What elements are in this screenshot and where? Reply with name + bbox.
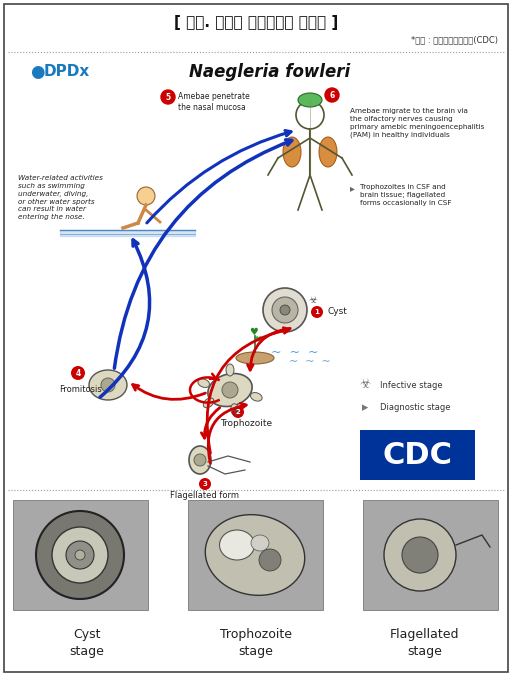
Text: Fromitosis: Fromitosis [59, 385, 101, 393]
Circle shape [263, 288, 307, 332]
Text: Trophozoites in CSF and
brain tissue; flagellated
forms occasionally in CSF: Trophozoites in CSF and brain tissue; fl… [360, 184, 452, 206]
Ellipse shape [220, 530, 254, 560]
Ellipse shape [298, 93, 322, 107]
Text: Infective stage: Infective stage [380, 381, 443, 389]
Ellipse shape [236, 352, 274, 364]
Circle shape [280, 305, 290, 315]
Ellipse shape [203, 398, 214, 408]
Text: Trophozoite: Trophozoite [220, 420, 272, 429]
Ellipse shape [319, 137, 337, 167]
Circle shape [137, 187, 155, 205]
Bar [363, 500, 498, 610]
Ellipse shape [198, 379, 209, 387]
Ellipse shape [251, 535, 269, 551]
Text: 2: 2 [236, 409, 240, 415]
Text: ▸: ▸ [362, 402, 368, 414]
Text: ~  ~  ~: ~ ~ ~ [289, 357, 331, 367]
Text: 3: 3 [203, 481, 207, 487]
Circle shape [75, 550, 85, 560]
Text: Amebae penetrate
the nasal mucosa: Amebae penetrate the nasal mucosa [178, 92, 250, 112]
Text: 4: 4 [75, 368, 80, 377]
Text: ☣: ☣ [230, 407, 240, 417]
Ellipse shape [226, 364, 234, 376]
Bar [13, 500, 148, 610]
Circle shape [402, 537, 438, 573]
Text: Cyst
stage: Cyst stage [70, 628, 104, 658]
Circle shape [66, 541, 94, 569]
Ellipse shape [208, 373, 252, 406]
Circle shape [161, 90, 175, 104]
Ellipse shape [283, 137, 301, 167]
Text: ☣: ☣ [309, 295, 317, 305]
Circle shape [384, 519, 456, 591]
Text: 6: 6 [329, 91, 335, 99]
Text: Amebae migrate to the brain via
the olfactory nerves causing
primary amebic meni: Amebae migrate to the brain via the olfa… [350, 108, 484, 138]
Ellipse shape [250, 393, 262, 401]
Text: 1: 1 [314, 309, 319, 315]
Circle shape [232, 406, 244, 418]
Text: Trophozoite
stage: Trophozoite stage [220, 628, 292, 658]
Text: CDC: CDC [382, 441, 452, 470]
Ellipse shape [231, 404, 239, 416]
Circle shape [194, 454, 206, 466]
Text: 5: 5 [165, 93, 170, 101]
Text: ~  ~  ~: ~ ~ ~ [271, 345, 319, 358]
Circle shape [36, 511, 124, 599]
Text: *출처 : 미국질병예방센터(CDC): *출처 : 미국질병예방센터(CDC) [411, 36, 498, 45]
Text: Cyst: Cyst [327, 308, 347, 316]
Text: ●: ● [30, 63, 45, 81]
Text: Flagellated form: Flagellated form [170, 491, 240, 500]
Text: [ 그림. 파울러 자유아메바 생활사 ]: [ 그림. 파울러 자유아메바 생활사 ] [174, 14, 338, 30]
Bar [360, 430, 475, 480]
Ellipse shape [189, 446, 211, 474]
Bar [188, 500, 323, 610]
Circle shape [71, 366, 85, 380]
Text: ♥: ♥ [249, 327, 258, 337]
Circle shape [311, 306, 323, 318]
Circle shape [272, 297, 298, 323]
Text: Flagellated
stage: Flagellated stage [390, 628, 460, 658]
Ellipse shape [205, 514, 305, 596]
Ellipse shape [259, 549, 281, 571]
Text: DPDx: DPDx [44, 64, 90, 80]
Circle shape [325, 88, 339, 102]
Text: ▸: ▸ [350, 183, 355, 193]
Text: Diagnostic stage: Diagnostic stage [380, 404, 451, 412]
Circle shape [101, 378, 115, 392]
Ellipse shape [89, 370, 127, 400]
Text: Water-related activities
such as swimming
underwater, diving,
or other water spo: Water-related activities such as swimmin… [18, 175, 103, 220]
Text: ♥: ♥ [254, 335, 262, 343]
Text: Naegleria fowleri: Naegleria fowleri [189, 63, 351, 81]
Circle shape [222, 382, 238, 398]
Circle shape [52, 527, 108, 583]
Circle shape [199, 478, 211, 490]
Text: ☣: ☣ [359, 379, 371, 391]
